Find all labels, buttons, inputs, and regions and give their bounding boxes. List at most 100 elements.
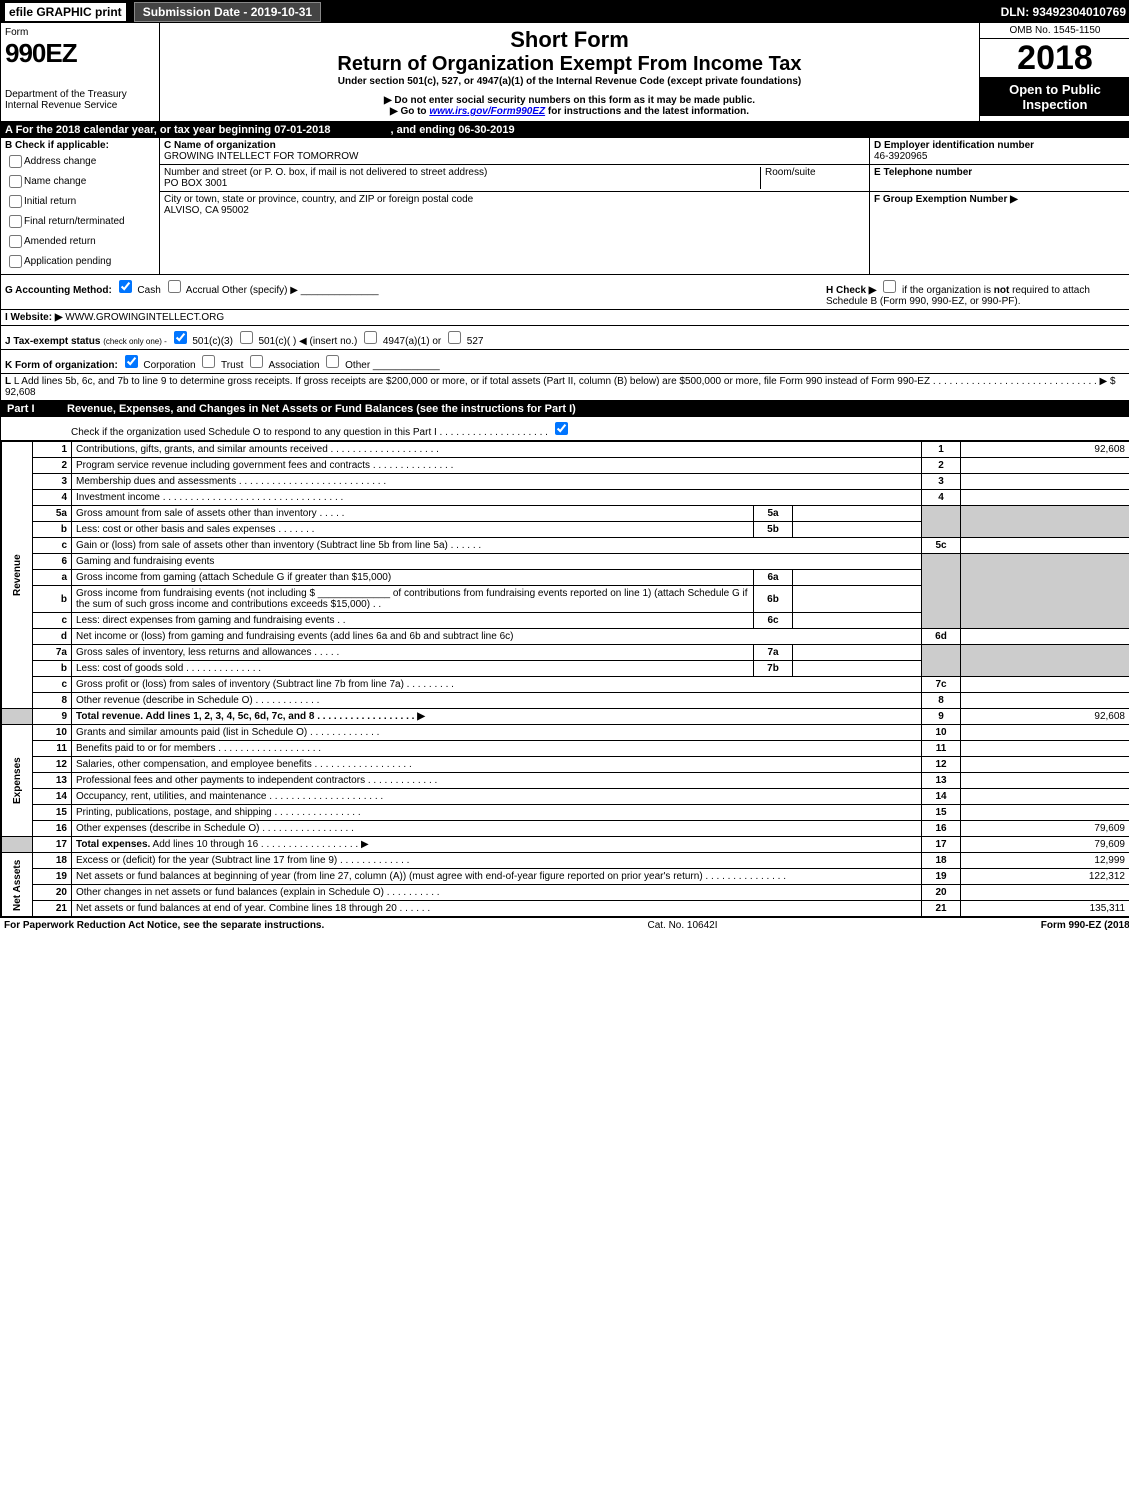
check-initial-return[interactable]: Initial return	[5, 192, 155, 211]
line-5c-value	[961, 538, 1129, 554]
line-12-value	[961, 757, 1129, 773]
line-9-desc: Total revenue. Add lines 1, 2, 3, 4, 5c,…	[72, 709, 922, 725]
form-header: Form 990EZ Department of the Treasury In…	[1, 23, 1129, 122]
form-number: 990EZ	[5, 38, 77, 68]
check-schedule-o[interactable]	[555, 422, 568, 435]
org-association[interactable]: Association	[246, 360, 319, 371]
line-6-num: 6	[33, 554, 72, 570]
line-j-small: (check only one) -	[103, 337, 167, 346]
line-13-num: 13	[33, 773, 72, 789]
org-other[interactable]: Other	[322, 360, 370, 371]
line-6c-desc: Less: direct expenses from gaming and fu…	[72, 613, 754, 629]
entity-info-section: B Check if applicable: Address change Na…	[1, 138, 1129, 275]
line-20-desc: Other changes in net assets or fund bala…	[72, 885, 922, 901]
ein-label: D Employer identification number	[874, 140, 1034, 151]
section-def: D Employer identification number 46-3920…	[869, 138, 1129, 274]
org-name-label: C Name of organization	[164, 140, 865, 151]
line-4-desc: Investment income . . . . . . . . . . . …	[72, 490, 922, 506]
line-l-row: L L Add lines 5b, 6c, and 7b to line 9 t…	[1, 374, 1129, 401]
line-1-value: 92,608	[961, 442, 1129, 458]
group-exemption-label: F Group Exemption Number ▶	[874, 194, 1018, 205]
line-10-desc: Grants and similar amounts paid (list in…	[72, 725, 922, 741]
line-18-value: 12,999	[961, 853, 1129, 869]
form-container: efile GRAPHIC print Submission Date - 20…	[0, 0, 1129, 918]
irs-link[interactable]: www.irs.gov/Form990EZ	[429, 106, 545, 117]
goto-prefix: ▶ Go to	[390, 106, 429, 117]
line-12-desc: Salaries, other compensation, and employ…	[72, 757, 922, 773]
line-h-prefix: H Check ▶	[826, 285, 879, 296]
line-5b-subnum: 5b	[754, 522, 793, 538]
line-6d-refnum: 6d	[922, 629, 961, 645]
header-center: Short Form Return of Organization Exempt…	[160, 23, 979, 121]
line-13-desc: Professional fees and other payments to …	[72, 773, 922, 789]
website-row: I Website: ▶ WWW.GROWINGINTELLECT.ORG	[1, 310, 1129, 326]
line-9-value: 92,608	[961, 709, 1129, 725]
instructions-link-row: ▶ Go to www.irs.gov/Form990EZ for instru…	[164, 106, 975, 117]
header-left: Form 990EZ Department of the Treasury In…	[1, 23, 160, 121]
org-name-value: GROWING INTELLECT FOR TOMORROW	[164, 151, 865, 162]
line-7c-num: c	[33, 677, 72, 693]
line-6c-num: c	[33, 613, 72, 629]
line-6b-num: b	[33, 586, 72, 613]
line-7b-num: b	[33, 661, 72, 677]
line-20-num: 20	[33, 885, 72, 901]
accounting-cash[interactable]: Cash	[115, 285, 161, 296]
line-5b-subval	[793, 522, 922, 538]
status-527[interactable]: 527	[444, 336, 483, 347]
street-label: Number and street (or P. O. box, if mail…	[164, 167, 760, 178]
org-form-row: K Form of organization: Corporation Trus…	[1, 350, 1129, 374]
line-21-value: 135,311	[961, 901, 1129, 917]
line-g-label: G Accounting Method:	[5, 285, 112, 296]
part-1-title: Revenue, Expenses, and Changes in Net As…	[67, 403, 1124, 415]
room-label: Room/suite	[765, 167, 816, 178]
line-7a-subval	[793, 645, 922, 661]
accounting-accrual[interactable]: Accrual	[164, 285, 220, 296]
status-4947[interactable]: 4947(a)(1) or	[360, 336, 441, 347]
department-label: Department of the Treasury	[5, 89, 155, 100]
line-6b-subnum: 6b	[754, 586, 793, 613]
line-6d-num: d	[33, 629, 72, 645]
line-14-value	[961, 789, 1129, 805]
status-501c[interactable]: 501(c)( ) ◀ (insert no.)	[236, 336, 358, 347]
line-19-desc: Net assets or fund balances at beginning…	[72, 869, 922, 885]
part-1-header: Part I Revenue, Expenses, and Changes in…	[1, 401, 1129, 417]
line-9-num: 9	[33, 709, 72, 725]
line-15-desc: Printing, publications, postage, and shi…	[72, 805, 922, 821]
check-application-pending[interactable]: Application pending	[5, 252, 155, 271]
line-6d-desc: Net income or (loss) from gaming and fun…	[72, 629, 922, 645]
line-6a-num: a	[33, 570, 72, 586]
tax-exempt-row: J Tax-exempt status (check only one) - 5…	[1, 326, 1129, 350]
goto-suffix: for instructions and the latest informat…	[545, 106, 749, 117]
line-16-num: 16	[33, 821, 72, 837]
section-b-label: B Check if applicable:	[5, 140, 109, 151]
line-5c-refnum: 5c	[922, 538, 961, 554]
line-5a-subval	[793, 506, 922, 522]
line-6a-subnum: 6a	[754, 570, 793, 586]
check-schedule-b[interactable]	[883, 280, 896, 293]
line-18-num: 18	[33, 853, 72, 869]
form-title-return: Return of Organization Exempt From Incom…	[164, 53, 975, 76]
line-11-num: 11	[33, 741, 72, 757]
org-corporation[interactable]: Corporation	[121, 360, 196, 371]
check-final-return[interactable]: Final return/terminated	[5, 212, 155, 231]
check-amended-return[interactable]: Amended return	[5, 232, 155, 251]
top-bar: efile GRAPHIC print Submission Date - 20…	[1, 1, 1129, 23]
city-label: City or town, state or province, country…	[164, 194, 865, 205]
line-16-desc: Other expenses (describe in Schedule O) …	[72, 821, 922, 837]
check-address-change[interactable]: Address change	[5, 152, 155, 171]
status-501c3[interactable]: 501(c)(3)	[170, 336, 233, 347]
line-7a-desc: Gross sales of inventory, less returns a…	[72, 645, 754, 661]
period-end: , and ending 06-30-2019	[390, 124, 514, 136]
org-trust[interactable]: Trust	[198, 360, 243, 371]
accounting-other: Other (specify) ▶	[222, 285, 298, 296]
line-6c-subnum: 6c	[754, 613, 793, 629]
line-3-value	[961, 474, 1129, 490]
line-i-label: I Website: ▶	[5, 312, 63, 323]
line-1-desc: Contributions, gifts, grants, and simila…	[72, 442, 922, 458]
check-name-change[interactable]: Name change	[5, 172, 155, 191]
section-expenses: Expenses	[2, 725, 33, 837]
footer-left: For Paperwork Reduction Act Notice, see …	[4, 920, 324, 931]
line-6a-subval	[793, 570, 922, 586]
period-begin: A For the 2018 calendar year, or tax yea…	[5, 124, 330, 136]
line-5c-desc: Gain or (loss) from sale of assets other…	[72, 538, 922, 554]
